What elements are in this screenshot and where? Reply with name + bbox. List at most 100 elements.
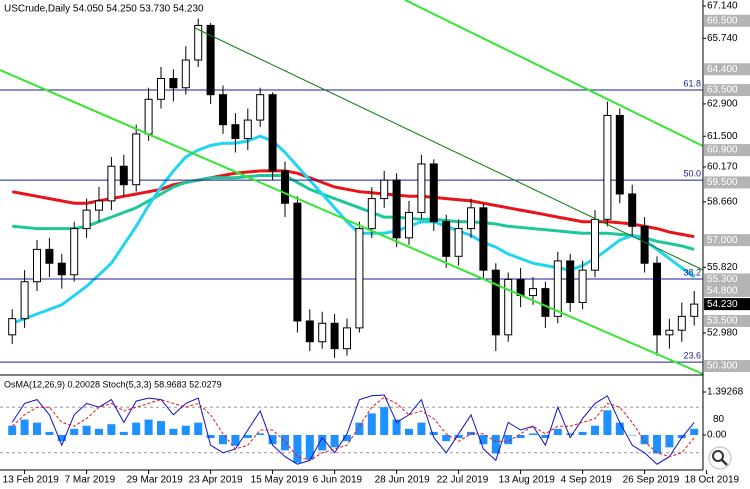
zoom-icon-bg[interactable]	[708, 446, 732, 470]
y-tick-label: 55.820	[707, 262, 738, 273]
candle-body	[615, 114, 624, 195]
candle-body	[107, 165, 116, 202]
level-tag	[704, 284, 750, 297]
level-label: 57.000	[707, 235, 738, 246]
moving-average	[12, 174, 695, 251]
candle-body	[541, 288, 550, 317]
candle-body	[95, 200, 103, 211]
level-tag	[704, 176, 750, 189]
level-label: 66.500	[707, 15, 738, 26]
osma-bar	[70, 428, 79, 435]
x-tick-label: 18 Oct 2019	[685, 475, 740, 486]
osma-bar	[380, 407, 389, 435]
osma-bar	[566, 433, 575, 435]
candle-body	[355, 228, 364, 329]
candle-body	[677, 315, 686, 331]
level-tag	[704, 234, 750, 247]
osma-bar	[231, 434, 240, 446]
osma-bar	[429, 431, 438, 435]
osma-bar	[144, 419, 153, 435]
candle-body	[553, 260, 562, 317]
x-tick-label: 15 May 2019	[251, 475, 309, 486]
osma-bar	[578, 431, 587, 435]
current-price-tag	[704, 298, 750, 311]
osma-bar	[95, 428, 103, 435]
osma-bar	[529, 433, 537, 435]
candle-body	[318, 322, 327, 343]
y-tick-label: 52.980	[707, 328, 738, 339]
level-label: 53.500	[707, 316, 738, 327]
osma-bar	[615, 422, 624, 435]
candle-body	[243, 119, 252, 140]
osma-bar	[417, 422, 426, 435]
candle-body	[380, 179, 389, 200]
osma-bar	[491, 434, 500, 454]
candle-body	[603, 114, 612, 220]
y-tick-label: 60.170	[707, 162, 738, 173]
candle-body	[157, 78, 165, 100]
candle-body	[578, 269, 587, 303]
zoom-icon[interactable]	[708, 446, 732, 470]
osma-bar	[157, 421, 165, 435]
y-tick-label: 62.900	[707, 99, 738, 110]
candle-body	[57, 262, 66, 276]
osma-bar	[119, 431, 128, 435]
level-label: 64.400	[707, 64, 738, 75]
candle-body	[82, 209, 91, 230]
osma-bar	[653, 434, 661, 454]
candle-body	[293, 202, 302, 322]
candle-body	[181, 59, 190, 89]
candle-body	[566, 260, 575, 303]
osma-bar	[603, 410, 612, 435]
level-tag	[704, 273, 750, 286]
candle-body	[367, 198, 376, 230]
candle-body	[628, 193, 637, 227]
trend-line	[404, 0, 704, 147]
osma-bar	[640, 434, 649, 445]
candle-body	[665, 329, 674, 336]
osma-bar	[268, 434, 277, 445]
level-label: 50.300	[707, 361, 738, 372]
chart-title: USCrude,Daily 54.050 54.250 53.730 54.23…	[4, 4, 204, 15]
x-tick-label: 4 Sep 2019	[561, 475, 613, 486]
osma-bar	[454, 434, 463, 439]
trend-line	[0, 69, 704, 375]
osma-bar	[20, 419, 29, 435]
moving-average	[11, 169, 695, 239]
osma-bar	[33, 422, 41, 435]
x-tick-label: 22 Jul 2019	[437, 475, 489, 486]
level-label: 54.800	[707, 286, 738, 297]
x-tick-label: 6 Jun 2019	[313, 475, 363, 486]
osma-bar	[181, 425, 190, 435]
y-tick-label: 0.00	[707, 430, 727, 441]
osma-bar	[553, 428, 562, 435]
level-tag	[704, 14, 750, 27]
x-tick-label: 13 Feb 2019	[3, 475, 60, 486]
osma-bar	[293, 434, 302, 463]
price-panel: 61.8 50.0 38.2 23.6	[0, 18, 703, 363]
osma-bar	[541, 434, 550, 439]
candle-body	[194, 24, 203, 61]
fib-label: 61.8	[683, 78, 701, 88]
osma-bar	[243, 434, 252, 439]
x-tick-label: 29 Mar 2019	[127, 475, 184, 486]
osma-bar	[392, 419, 401, 435]
current-price-label: 54.230	[707, 299, 738, 310]
candle-body	[206, 24, 215, 96]
candle-body	[231, 124, 240, 140]
fib-label: 38.2	[683, 267, 701, 277]
candle-body	[330, 322, 339, 350]
zoom-icon-handle[interactable]	[721, 459, 728, 466]
zoom-icon-lens[interactable]	[712, 450, 724, 462]
osma-bar	[8, 425, 17, 435]
osma-bar	[355, 422, 364, 435]
y-tick-label: 58.660	[707, 196, 738, 207]
osma-bar	[405, 428, 413, 435]
x-tick-label: 7 Mar 2019	[65, 475, 116, 486]
candle-body	[491, 269, 500, 336]
osma-bar	[169, 428, 178, 435]
osma-bar	[677, 434, 686, 439]
osma-bar	[504, 434, 513, 445]
osma-bar	[219, 434, 227, 445]
